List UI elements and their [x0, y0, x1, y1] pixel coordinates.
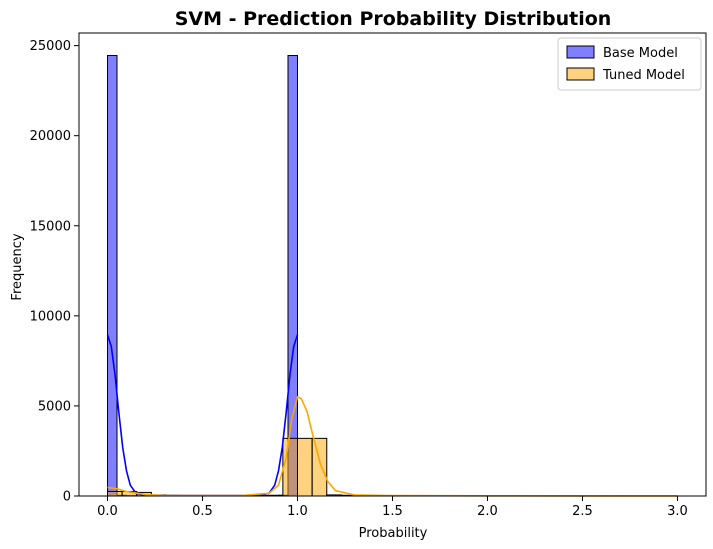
- plot-area: [106, 55, 678, 497]
- plot-frame: [78, 32, 707, 497]
- y-tick-label: 20000: [30, 129, 71, 144]
- legend-label-tuned-model: Tuned Model: [602, 68, 685, 83]
- x-axis-label: Probability: [359, 526, 428, 541]
- x-tick-label: 1.0: [287, 504, 308, 519]
- tuned-model-bars: [107, 437, 678, 497]
- base-model-bars: [107, 55, 298, 497]
- tuned-model-bar: [107, 490, 123, 497]
- y-axis-label: Frequency: [10, 233, 25, 300]
- x-tick-label: 0.0: [97, 504, 118, 519]
- y-tick-label: 0: [63, 490, 71, 505]
- y-tick-label: 10000: [30, 309, 71, 324]
- x-tick-label: 2.5: [572, 504, 593, 519]
- chart-title: SVM - Prediction Probability Distributio…: [175, 8, 612, 30]
- tuned-model-bar: [311, 437, 328, 497]
- legend-swatch-tuned-model: [566, 67, 595, 81]
- tuned-model-bar: [282, 437, 298, 497]
- y-tick-label: 15000: [30, 219, 71, 234]
- x-tick-label: 0.5: [192, 504, 213, 519]
- x-axis: 0.0 0.5 1.0 1.5 2.0 2.5 3.0: [97, 496, 688, 519]
- base-model-bar: [107, 55, 118, 497]
- base-model-kde-line: [106, 334, 299, 497]
- x-tick-label: 3.0: [667, 504, 688, 519]
- x-tick-label: 1.5: [382, 504, 403, 519]
- x-tick-label: 2.0: [477, 504, 498, 519]
- tuned-model-bar: [297, 437, 313, 497]
- tuned-model-kde-line: [107, 395, 678, 497]
- legend-swatch-base-model: [566, 45, 595, 59]
- legend-label-base-model: Base Model: [603, 46, 678, 61]
- y-axis: 0 5000 10000 15000 20000 25000: [30, 39, 79, 505]
- y-tick-label: 25000: [30, 39, 71, 54]
- legend: Base Model Tuned Model: [557, 37, 702, 91]
- kde-curves: [106, 334, 678, 497]
- y-tick-label: 5000: [38, 399, 71, 414]
